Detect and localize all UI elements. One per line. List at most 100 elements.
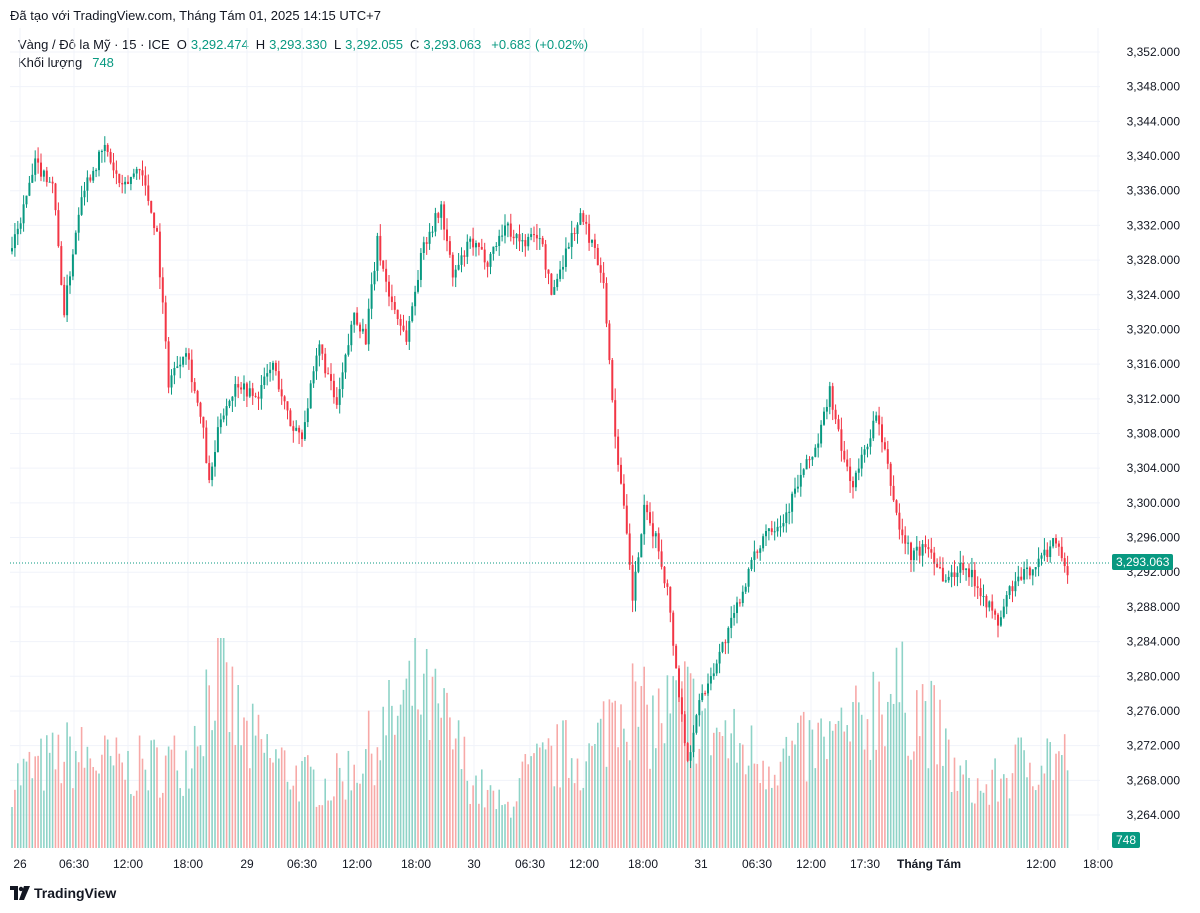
candle-body [724, 642, 727, 644]
volume-bar [28, 751, 31, 848]
volume-bar [69, 736, 71, 848]
candle-body [504, 225, 506, 236]
volume-label[interactable]: Khối lượng [18, 55, 83, 70]
volume-bar [399, 704, 402, 848]
candle-body [199, 402, 202, 417]
candle-body [153, 212, 156, 229]
change-value: +0.683 (+0.02%) [491, 37, 589, 52]
candle-body [994, 610, 997, 615]
volume-bar [127, 750, 129, 848]
candle-body [257, 396, 260, 399]
candle-body [22, 204, 25, 224]
candle-body [205, 427, 208, 464]
candle-body [881, 424, 883, 443]
volume-bar [1003, 774, 1005, 848]
volume-bar [692, 678, 695, 848]
candle-body [614, 400, 617, 437]
candle-body [538, 238, 541, 240]
candle-body [286, 401, 289, 411]
candle-body [605, 283, 608, 324]
candle-body [875, 415, 878, 421]
candle-body [869, 438, 872, 447]
candle-body [927, 547, 930, 550]
candle-body [622, 483, 625, 506]
tradingview-logo-icon [10, 886, 30, 900]
candle-body [744, 586, 747, 592]
volume-bar [678, 685, 680, 848]
candle-body [756, 551, 759, 553]
volume-bar [959, 765, 962, 848]
candle-body [1066, 566, 1069, 576]
candle-body [846, 459, 849, 467]
volume-bar [913, 751, 915, 848]
volume-bar [597, 722, 599, 848]
volume-bar [742, 744, 744, 848]
volume-bar [504, 804, 506, 848]
candle-body [492, 246, 495, 254]
candle-body [202, 416, 205, 428]
volume-bar [710, 755, 712, 848]
volume-bar [115, 737, 118, 848]
price-tick-label: 3,328.000 [1127, 253, 1181, 267]
volume-bar [582, 787, 585, 848]
candle-body [54, 183, 57, 211]
volume-bar [736, 762, 738, 848]
candle-body [170, 375, 173, 388]
volume-bar [225, 662, 228, 848]
candle-body [211, 466, 214, 481]
volume-bar [823, 736, 825, 848]
volume-bar [254, 735, 257, 848]
candle-body [689, 752, 692, 761]
volume-bar [37, 755, 39, 848]
candle-body [405, 330, 408, 342]
candle-body [788, 511, 791, 513]
price-tick-label: 3,340.000 [1127, 149, 1181, 163]
candle-body [1023, 569, 1026, 580]
candle-body [840, 429, 843, 451]
candle-body [762, 536, 765, 549]
candle-body [773, 531, 776, 533]
candle-body [721, 642, 724, 652]
volume-bar [1052, 780, 1054, 848]
volume-bar [1026, 777, 1028, 848]
candle-body [1005, 595, 1008, 607]
volume-bar [457, 720, 460, 848]
candle-body [335, 397, 338, 405]
volume-bar [579, 790, 582, 848]
volume-bar [869, 759, 872, 848]
volume-bar [979, 790, 982, 848]
volume-bar [684, 661, 686, 848]
volume-bar [31, 778, 34, 848]
price-tick-label: 3,264.000 [1127, 808, 1181, 822]
volume-bar [309, 766, 312, 848]
candle-body [831, 386, 834, 410]
volume-bar [388, 679, 390, 848]
candle-body [666, 583, 669, 587]
candle-body [570, 233, 573, 247]
volume-bar [463, 736, 466, 848]
volume-bar [1061, 755, 1063, 848]
candle-body [408, 321, 411, 342]
volume-bar [1008, 798, 1011, 848]
volume-bar [138, 735, 141, 848]
candle-body [51, 181, 54, 184]
symbol-label[interactable]: Vàng / Đô la Mỹ · 15 · ICE [18, 37, 170, 52]
volume-bar [240, 745, 242, 848]
volume-bar [617, 747, 619, 848]
volume-bar [910, 759, 912, 848]
candle-body [388, 281, 390, 297]
candle-body [872, 420, 875, 439]
volume-bar [518, 778, 521, 848]
candle-body [309, 383, 312, 409]
tradingview-brand[interactable]: TradingView [10, 885, 116, 901]
candle-body [654, 533, 657, 537]
candle-body [1028, 567, 1031, 576]
candle-body [446, 229, 448, 242]
candle-body [483, 249, 486, 263]
candle-body [306, 408, 309, 423]
candle-body [617, 436, 620, 465]
candle-body [660, 551, 663, 567]
candle-body [544, 244, 547, 270]
volume-bar [785, 736, 788, 848]
